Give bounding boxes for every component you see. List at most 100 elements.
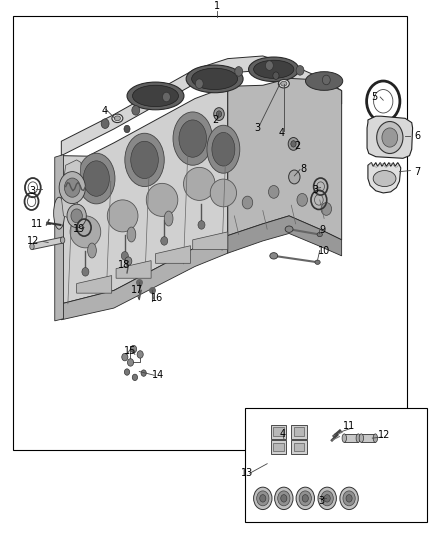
Circle shape xyxy=(161,237,168,245)
Text: 15: 15 xyxy=(124,346,136,356)
Ellipse shape xyxy=(146,183,178,216)
Circle shape xyxy=(382,128,398,147)
Text: 14: 14 xyxy=(152,370,164,380)
Ellipse shape xyxy=(343,491,355,506)
Ellipse shape xyxy=(70,216,101,248)
Ellipse shape xyxy=(315,260,320,264)
Ellipse shape xyxy=(125,133,164,187)
Ellipse shape xyxy=(88,243,96,258)
Polygon shape xyxy=(228,78,342,240)
Circle shape xyxy=(288,138,299,150)
Text: 3: 3 xyxy=(312,185,318,195)
Text: 4: 4 xyxy=(279,430,286,439)
Circle shape xyxy=(127,359,134,366)
Circle shape xyxy=(195,79,203,88)
Ellipse shape xyxy=(340,487,358,510)
Text: 11: 11 xyxy=(31,219,43,229)
Ellipse shape xyxy=(302,495,308,502)
Bar xyxy=(271,440,286,454)
Ellipse shape xyxy=(192,68,237,90)
Ellipse shape xyxy=(373,434,378,442)
Ellipse shape xyxy=(179,120,207,157)
Bar xyxy=(291,440,307,454)
Ellipse shape xyxy=(324,495,330,502)
Text: 5: 5 xyxy=(371,92,378,102)
Circle shape xyxy=(265,61,273,70)
Text: 2: 2 xyxy=(212,116,219,125)
Text: 4: 4 xyxy=(101,107,107,116)
Circle shape xyxy=(377,122,403,154)
Ellipse shape xyxy=(318,487,336,510)
Ellipse shape xyxy=(207,125,240,173)
Ellipse shape xyxy=(359,434,364,442)
Circle shape xyxy=(198,221,205,229)
Circle shape xyxy=(273,72,279,79)
Polygon shape xyxy=(55,155,64,321)
Ellipse shape xyxy=(164,211,173,226)
Bar xyxy=(245,408,427,522)
Ellipse shape xyxy=(281,495,287,502)
Ellipse shape xyxy=(212,132,235,166)
Ellipse shape xyxy=(260,495,266,502)
Bar xyxy=(294,443,304,451)
Bar xyxy=(361,434,375,442)
Ellipse shape xyxy=(83,161,110,196)
Ellipse shape xyxy=(30,243,34,249)
Text: 12: 12 xyxy=(378,431,391,440)
Ellipse shape xyxy=(173,112,212,165)
Ellipse shape xyxy=(131,141,159,179)
Text: 12: 12 xyxy=(27,237,39,246)
Text: 3: 3 xyxy=(30,187,36,196)
Text: 16: 16 xyxy=(151,294,163,303)
Text: 10: 10 xyxy=(318,246,330,255)
Circle shape xyxy=(297,193,307,206)
Ellipse shape xyxy=(278,491,290,506)
Circle shape xyxy=(101,119,109,128)
Ellipse shape xyxy=(254,487,272,510)
Circle shape xyxy=(64,178,80,197)
Bar xyxy=(294,427,304,436)
Polygon shape xyxy=(155,246,191,263)
Polygon shape xyxy=(368,163,401,193)
Polygon shape xyxy=(61,56,342,156)
Polygon shape xyxy=(32,237,63,249)
Ellipse shape xyxy=(285,226,293,232)
Text: 7: 7 xyxy=(414,167,420,176)
Circle shape xyxy=(132,106,140,115)
Polygon shape xyxy=(193,232,228,249)
Circle shape xyxy=(268,185,279,198)
Ellipse shape xyxy=(127,82,184,110)
Ellipse shape xyxy=(342,434,346,442)
Ellipse shape xyxy=(186,65,243,93)
Circle shape xyxy=(59,172,85,204)
Polygon shape xyxy=(61,160,81,219)
Circle shape xyxy=(132,374,138,381)
Text: 6: 6 xyxy=(414,131,420,141)
Bar xyxy=(273,443,284,451)
Ellipse shape xyxy=(305,72,343,90)
Ellipse shape xyxy=(132,85,178,107)
Polygon shape xyxy=(77,276,112,293)
Ellipse shape xyxy=(112,114,123,123)
Ellipse shape xyxy=(210,179,237,207)
Polygon shape xyxy=(367,116,413,158)
Text: 2: 2 xyxy=(295,141,301,151)
Circle shape xyxy=(235,67,243,76)
Text: 13: 13 xyxy=(241,469,253,478)
Bar xyxy=(13,16,407,450)
Ellipse shape xyxy=(346,495,352,502)
Circle shape xyxy=(291,141,296,147)
Ellipse shape xyxy=(257,491,269,506)
Ellipse shape xyxy=(53,197,65,229)
Ellipse shape xyxy=(114,116,120,120)
Ellipse shape xyxy=(60,237,65,243)
Text: 9: 9 xyxy=(319,225,325,235)
Circle shape xyxy=(124,125,130,133)
Circle shape xyxy=(131,345,137,353)
Ellipse shape xyxy=(249,57,299,82)
Ellipse shape xyxy=(184,167,215,200)
Circle shape xyxy=(71,209,82,223)
Circle shape xyxy=(141,370,146,376)
Polygon shape xyxy=(61,236,228,320)
Bar xyxy=(273,427,284,436)
